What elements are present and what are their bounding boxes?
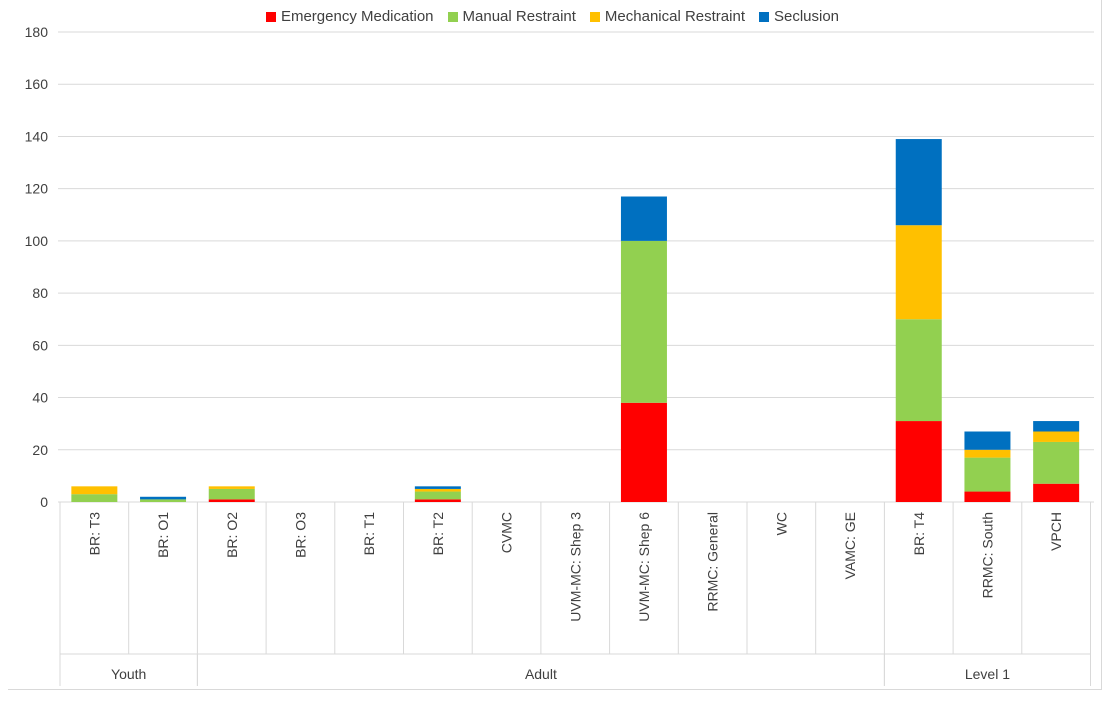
category-label: WC: [773, 512, 789, 535]
legend-item: Mechanical Restraint: [589, 8, 745, 25]
legend-swatch: [447, 11, 458, 22]
bar-segment: [208, 488, 255, 500]
group-label: Level 1: [965, 666, 1010, 682]
category-label: BR: T2: [430, 512, 446, 556]
category-label: BR: T4: [911, 512, 927, 556]
y-tick-label: 80: [32, 285, 48, 301]
bar-segment: [140, 499, 187, 502]
bar-segment: [208, 499, 255, 502]
bar-segment: [964, 431, 1011, 450]
y-tick-label: 20: [32, 442, 48, 458]
bar-segment: [964, 491, 1011, 502]
category-label: UVM-MC: Shep 3: [567, 512, 583, 622]
y-tick-label: 0: [40, 494, 48, 510]
bar-segment: [964, 449, 1011, 458]
y-tick-label: 140: [25, 128, 49, 144]
bar-segment: [620, 402, 667, 502]
category-label: BR: O3: [292, 512, 308, 558]
legend-label: Emergency Medication: [280, 8, 434, 25]
bar-segment: [71, 494, 118, 502]
group-label: Youth: [111, 666, 146, 682]
legend-item: Seclusion: [758, 8, 840, 25]
bar-segment: [620, 240, 667, 403]
bar-segment: [895, 139, 942, 226]
category-label: UVM-MC: Shep 6: [636, 512, 652, 622]
bar-segment: [414, 499, 461, 502]
y-tick-label: 40: [32, 390, 48, 406]
bar-segment: [895, 319, 942, 422]
category-label: BR: O1: [155, 512, 171, 558]
y-tick-label: 160: [25, 76, 49, 92]
bar-segment: [964, 457, 1011, 492]
bar-segment: [414, 491, 461, 500]
bar-segment: [1033, 431, 1080, 442]
legend-item: Emergency Medication: [265, 8, 434, 25]
bar-segment: [620, 196, 667, 241]
legend-swatch: [758, 11, 769, 22]
category-label: RRMC: General: [705, 512, 721, 612]
chart-frame: [8, 0, 1102, 690]
bar-segment: [1033, 483, 1080, 502]
category-label: BR: T1: [361, 512, 377, 556]
category-label: BR: O2: [224, 512, 240, 558]
y-tick-label: 120: [25, 181, 49, 197]
bar-segment: [895, 225, 942, 320]
legend-label: Manual Restraint: [462, 8, 576, 25]
legend-swatch: [265, 11, 276, 22]
bar-segment: [208, 486, 255, 489]
category-label: VPCH: [1048, 512, 1064, 551]
category-label: VAMC: GE: [842, 512, 858, 579]
legend: Emergency Medication Manual Restraint Mech…: [0, 8, 1105, 25]
category-label: RRMC: South: [979, 512, 995, 598]
y-tick-label: 60: [32, 337, 48, 353]
legend-swatch: [589, 11, 600, 22]
bar-segment: [895, 421, 942, 502]
legend-item: Manual Restraint: [447, 8, 576, 25]
bar-segment: [71, 486, 118, 495]
bar-segment: [140, 496, 187, 500]
bar-segment: [414, 488, 461, 492]
bar-segment: [414, 486, 461, 489]
bar-segment: [1033, 421, 1080, 432]
legend-label: Seclusion: [773, 8, 840, 25]
category-label: CVMC: [499, 512, 515, 553]
y-tick-label: 100: [25, 233, 49, 249]
group-label: Adult: [525, 666, 557, 682]
category-label: BR: T3: [86, 512, 102, 556]
legend-label: Mechanical Restraint: [604, 8, 745, 25]
bar-segment: [1033, 441, 1080, 484]
y-tick-label: 180: [25, 24, 49, 40]
